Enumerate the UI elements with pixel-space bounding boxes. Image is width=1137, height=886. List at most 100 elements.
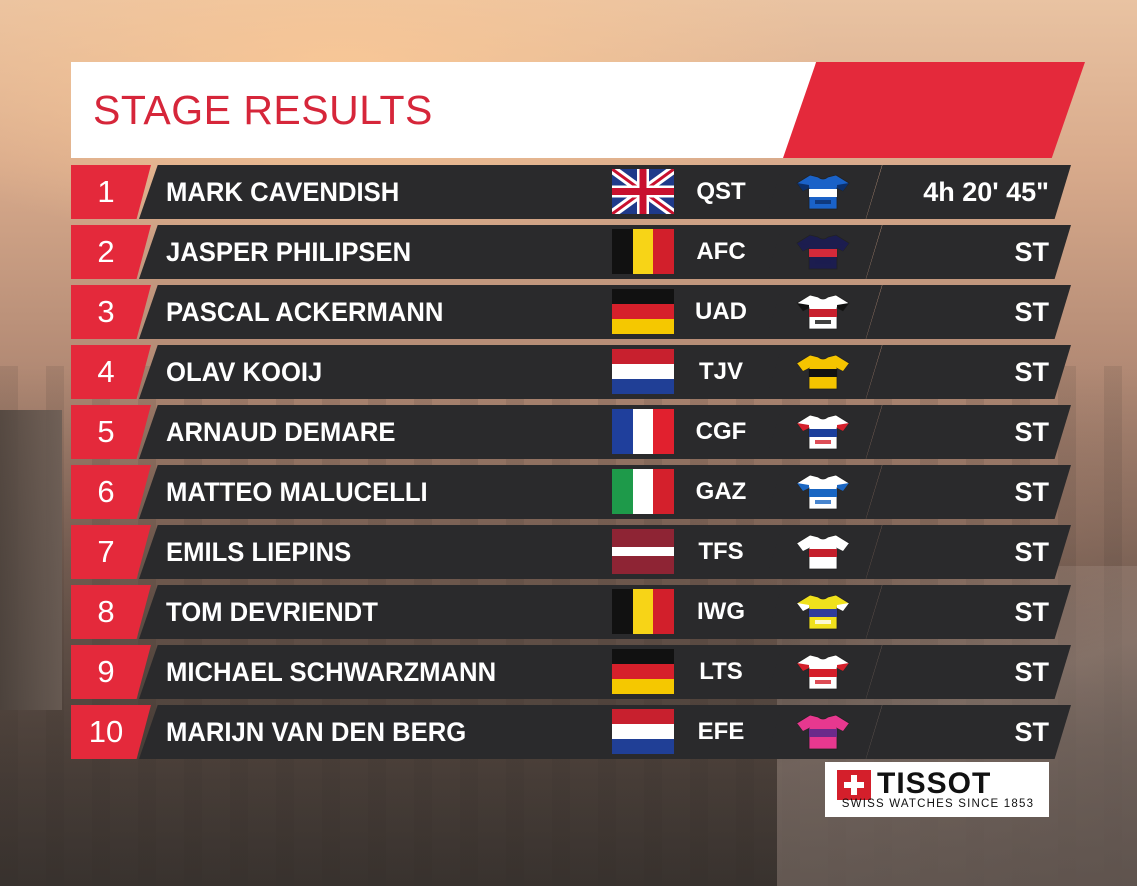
- result-row: 10 MARIJN VAN DEN BERG EFE ST: [71, 705, 1071, 759]
- groupama-fdj-jersey-icon: [796, 414, 850, 450]
- time-bar: ST: [866, 645, 1071, 699]
- time-bar: ST: [866, 705, 1071, 759]
- finish-time: ST: [1014, 357, 1049, 387]
- time-bar: ST: [866, 525, 1071, 579]
- header-accent-panel: [783, 62, 1085, 158]
- team-code: AFC: [696, 238, 746, 265]
- page-title: STAGE RESULTS: [93, 87, 433, 133]
- background-tower: [0, 410, 62, 710]
- rider-bar: [139, 585, 859, 639]
- rider-bar: [139, 225, 859, 279]
- finish-time: ST: [1014, 537, 1049, 567]
- position-number: 4: [97, 354, 115, 389]
- position-number: 2: [97, 234, 115, 269]
- finish-time: ST: [1014, 717, 1049, 747]
- results-list: 1 MARK CAVENDISH QST 4h 20' 45" 2 JASPER…: [71, 165, 1071, 765]
- tissot-cross-icon: [837, 770, 871, 800]
- nationality-flag-icon: [612, 409, 674, 454]
- sponsor-name: TISSOT: [877, 767, 992, 800]
- position-number: 8: [97, 594, 115, 629]
- rider-name: EMILS LIEPINS: [166, 537, 352, 567]
- position-badge: 7: [71, 525, 151, 579]
- position-badge: 1: [71, 165, 151, 219]
- rider-name: TOM DEVRIENDT: [166, 597, 378, 627]
- team-code: TFS: [698, 538, 744, 565]
- position-badge: 8: [71, 585, 151, 639]
- time-bar: 4h 20' 45": [866, 165, 1071, 219]
- finish-time: ST: [1014, 417, 1049, 447]
- time-bar: ST: [866, 285, 1071, 339]
- jumbo-visma-jersey-icon: [796, 354, 850, 390]
- finish-time: ST: [1014, 477, 1049, 507]
- sponsor-tagline: SWISS WATCHES SINCE 1853: [841, 798, 1035, 810]
- ef-education-jersey-icon: [796, 714, 850, 750]
- nationality-flag-icon: [612, 589, 674, 634]
- team-code: IWG: [697, 598, 745, 625]
- rider-name: OLAV KOOIJ: [166, 357, 323, 387]
- nationality-flag-icon: [612, 169, 674, 214]
- position-number: 3: [97, 294, 115, 329]
- team-code: QST: [696, 178, 746, 205]
- result-row: 1 MARK CAVENDISH QST 4h 20' 45": [71, 165, 1071, 219]
- position-badge: 9: [71, 645, 151, 699]
- position-badge: 10: [71, 705, 151, 759]
- rider-bar: [139, 525, 859, 579]
- result-row: 2 JASPER PHILIPSEN AFC ST: [71, 225, 1071, 279]
- team-code: TJV: [698, 358, 743, 385]
- rider-name: MARIJN VAN DEN BERG: [166, 717, 467, 747]
- team-code: CGF: [695, 418, 747, 445]
- nationality-flag-icon: [612, 709, 674, 754]
- alpecin-jersey-icon: [796, 234, 850, 270]
- position-badge: 5: [71, 405, 151, 459]
- nationality-flag-icon: [612, 529, 674, 574]
- position-badge: 2: [71, 225, 151, 279]
- header-title-panel: [71, 62, 816, 158]
- position-badge: 6: [71, 465, 151, 519]
- time-bar: ST: [866, 585, 1071, 639]
- rider-bar: [139, 345, 859, 399]
- position-number: 1: [97, 174, 115, 209]
- time-bar: ST: [866, 405, 1071, 459]
- position-badge: 3: [71, 285, 151, 339]
- nationality-flag-icon: [612, 229, 674, 274]
- finish-time: ST: [1014, 597, 1049, 627]
- team-code: EFE: [697, 718, 745, 745]
- team-code: UAD: [695, 298, 747, 325]
- uae-jersey-icon: [796, 294, 850, 330]
- rider-bar: [139, 285, 859, 339]
- time-bar: ST: [866, 345, 1071, 399]
- position-number: 10: [88, 714, 124, 749]
- result-row: 5 ARNAUD DEMARE CGF ST: [71, 405, 1071, 459]
- trek-segafredo-jersey-icon: [796, 534, 850, 570]
- time-bar: ST: [866, 225, 1071, 279]
- result-row: 7 EMILS LIEPINS TFS ST: [71, 525, 1071, 579]
- gazprom-jersey-icon: [796, 474, 850, 510]
- finish-time: ST: [1014, 657, 1049, 687]
- rider-bar: [139, 705, 859, 759]
- result-row: 8 TOM DEVRIENDT IWG ST: [71, 585, 1071, 639]
- quickstep-jersey-icon: [796, 174, 850, 210]
- rider-bar: [139, 465, 859, 519]
- team-code: LTS: [699, 658, 743, 685]
- sponsor-logo: TISSOT SWISS WATCHES SINCE 1853: [825, 762, 1049, 817]
- result-row: 6 MATTEO MALUCELLI GAZ ST: [71, 465, 1071, 519]
- intermarche-jersey-icon: [796, 594, 850, 630]
- rider-name: MARK CAVENDISH: [166, 177, 400, 207]
- rider-name: ARNAUD DEMARE: [166, 417, 396, 447]
- time-bar: ST: [866, 465, 1071, 519]
- rider-name: PASCAL ACKERMANN: [166, 297, 444, 327]
- nationality-flag-icon: [612, 289, 674, 334]
- team-code: GAZ: [695, 478, 747, 505]
- finish-time: ST: [1014, 237, 1049, 267]
- position-number: 9: [97, 654, 115, 689]
- lotto-soudal-jersey-icon: [796, 654, 850, 690]
- result-row: 3 PASCAL ACKERMANN UAD ST: [71, 285, 1071, 339]
- position-number: 5: [97, 414, 115, 449]
- result-row: 4 OLAV KOOIJ TJV ST: [71, 345, 1071, 399]
- position-number: 6: [97, 474, 115, 509]
- rider-name: JASPER PHILIPSEN: [166, 237, 412, 267]
- rider-bar: [139, 645, 859, 699]
- finish-time: ST: [1014, 297, 1049, 327]
- result-row: 9 MICHAEL SCHWARZMANN LTS ST: [71, 645, 1071, 699]
- position-number: 7: [97, 534, 115, 569]
